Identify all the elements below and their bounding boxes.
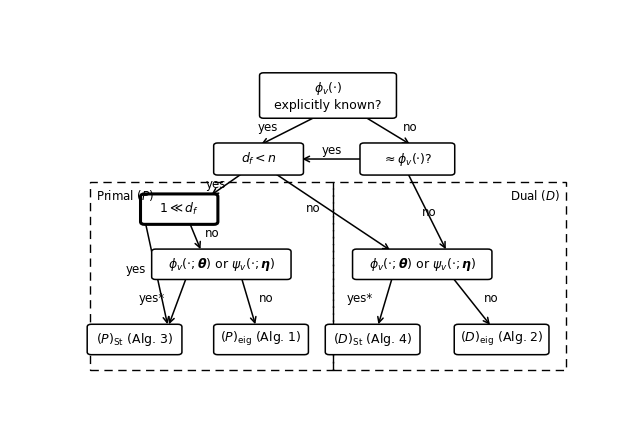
Text: Dual $(D)$: Dual $(D)$ — [510, 188, 560, 204]
FancyBboxPatch shape — [353, 249, 492, 279]
Text: $d_f < n$: $d_f < n$ — [241, 151, 276, 167]
Text: yes: yes — [126, 263, 147, 276]
Text: $\approx \phi_v(\cdot)$?: $\approx \phi_v(\cdot)$? — [382, 151, 433, 168]
Text: no: no — [403, 121, 417, 134]
FancyBboxPatch shape — [214, 143, 303, 175]
FancyBboxPatch shape — [454, 324, 549, 355]
FancyBboxPatch shape — [87, 324, 182, 355]
Text: no: no — [306, 202, 321, 215]
FancyBboxPatch shape — [214, 324, 308, 355]
Text: $(D)_{\mathrm{St}}$ (Alg. 4): $(D)_{\mathrm{St}}$ (Alg. 4) — [333, 331, 412, 348]
FancyBboxPatch shape — [141, 194, 218, 224]
Text: yes: yes — [258, 121, 278, 134]
Text: $\phi_v(\cdot;\boldsymbol{\theta})$ or $\psi_v(\cdot;\boldsymbol{\eta})$: $\phi_v(\cdot;\boldsymbol{\theta})$ or $… — [168, 256, 275, 273]
Text: yes: yes — [321, 144, 342, 157]
Text: $\phi_v(\cdot;\boldsymbol{\theta})$ or $\psi_v(\cdot;\boldsymbol{\eta})$: $\phi_v(\cdot;\boldsymbol{\theta})$ or $… — [369, 256, 476, 273]
Text: no: no — [422, 206, 437, 219]
Text: no: no — [484, 292, 499, 305]
Text: yes*: yes* — [139, 292, 165, 305]
Text: yes*: yes* — [346, 292, 372, 305]
Text: $1 \ll d_f$: $1 \ll d_f$ — [159, 201, 199, 217]
Text: $(P)_{\mathrm{eig}}$ (Alg. 1): $(P)_{\mathrm{eig}}$ (Alg. 1) — [220, 330, 302, 349]
Text: no: no — [205, 227, 220, 240]
FancyBboxPatch shape — [260, 73, 396, 118]
Bar — [90, 182, 333, 370]
Bar — [333, 182, 566, 370]
Text: $\phi_v(\cdot)$
explicitly known?: $\phi_v(\cdot)$ explicitly known? — [275, 79, 381, 112]
FancyBboxPatch shape — [325, 324, 420, 355]
Text: no: no — [259, 292, 273, 305]
Text: yes: yes — [206, 178, 227, 191]
Text: $(D)_{\mathrm{eig}}$ (Alg. 2): $(D)_{\mathrm{eig}}$ (Alg. 2) — [460, 330, 543, 349]
Text: $(P)_{\mathrm{St}}$ (Alg. 3): $(P)_{\mathrm{St}}$ (Alg. 3) — [96, 331, 173, 348]
Text: Primal $(P)$: Primal $(P)$ — [96, 188, 154, 204]
FancyBboxPatch shape — [360, 143, 455, 175]
FancyBboxPatch shape — [152, 249, 291, 279]
